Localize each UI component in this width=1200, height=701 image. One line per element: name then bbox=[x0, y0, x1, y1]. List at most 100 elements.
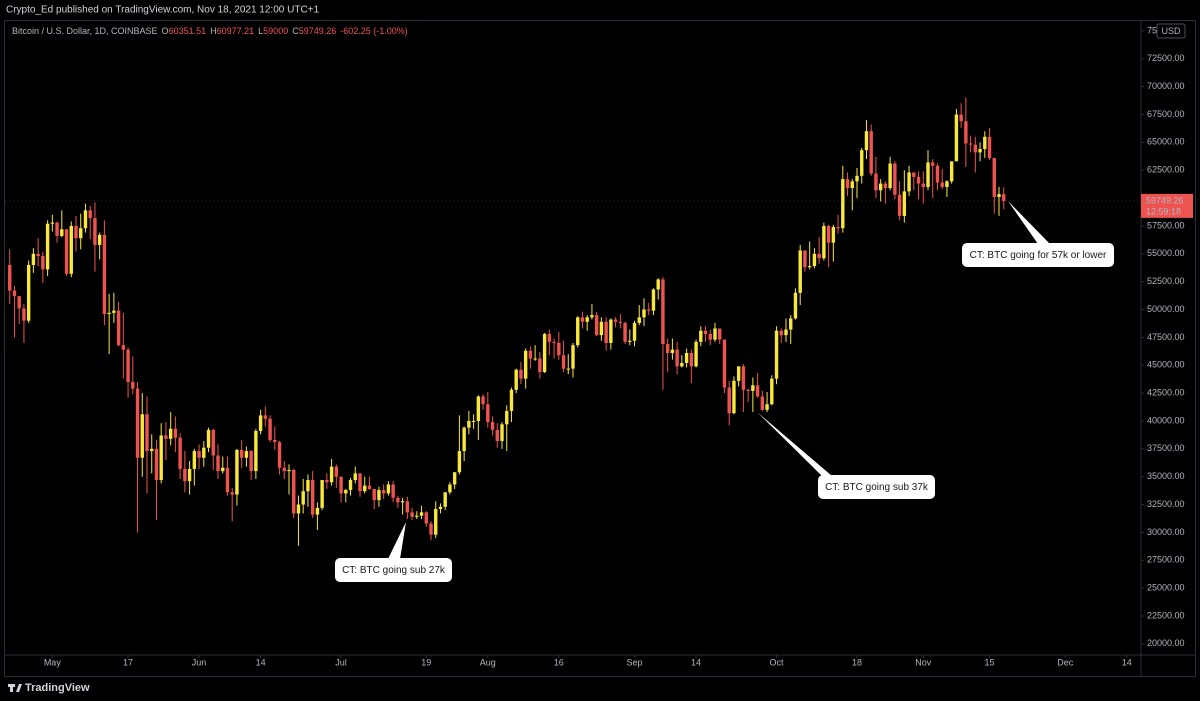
candle-body bbox=[164, 435, 168, 439]
candle-body bbox=[107, 312, 111, 314]
candle-body bbox=[396, 497, 400, 503]
candle-body bbox=[476, 396, 481, 421]
candle-body bbox=[36, 253, 40, 257]
legend: Bitcoin / U.S. Dollar, 1D, COINBASE O6035… bbox=[12, 26, 408, 36]
candle-body bbox=[841, 179, 845, 229]
candle-body bbox=[718, 328, 722, 340]
callout-box bbox=[335, 558, 452, 582]
candle-body bbox=[386, 484, 391, 494]
candle-body bbox=[708, 334, 712, 340]
candle-body bbox=[945, 181, 949, 187]
candle-body bbox=[258, 415, 263, 431]
candle-body bbox=[817, 253, 821, 259]
candle-body bbox=[878, 183, 883, 191]
candle-body bbox=[694, 341, 698, 367]
candle-body bbox=[424, 512, 428, 524]
y-tick-label: 32500.00 bbox=[1147, 499, 1185, 509]
callout-pointer bbox=[757, 412, 832, 476]
candle-body bbox=[665, 344, 670, 353]
candle-body bbox=[983, 136, 987, 150]
candle-body bbox=[230, 492, 234, 495]
candle-body bbox=[344, 490, 348, 494]
y-tick-label: 50000.00 bbox=[1147, 304, 1185, 314]
candle-body bbox=[940, 182, 944, 187]
candle-body bbox=[88, 210, 92, 219]
candle-body bbox=[542, 334, 547, 372]
candle-body bbox=[561, 355, 566, 369]
legend-value: 59749.26 bbox=[299, 26, 337, 36]
candle-body bbox=[353, 473, 357, 481]
candle-body bbox=[860, 150, 864, 176]
y-tick-label: 62500.00 bbox=[1147, 165, 1185, 175]
candle-body bbox=[334, 466, 339, 477]
candle-body bbox=[746, 389, 750, 391]
candle-body bbox=[642, 309, 646, 318]
candle-body bbox=[580, 317, 585, 322]
candle-body bbox=[159, 435, 163, 481]
candle-body bbox=[116, 310, 121, 346]
candle-body bbox=[69, 225, 73, 274]
legend-value: 60351.51 bbox=[169, 26, 207, 36]
candle-body bbox=[699, 330, 703, 342]
candle-body bbox=[225, 467, 230, 493]
candle-body bbox=[637, 317, 641, 323]
candle-body bbox=[8, 264, 12, 291]
y-tick-label: 40000.00 bbox=[1147, 415, 1185, 425]
candle-body bbox=[803, 250, 807, 268]
candle-body bbox=[26, 264, 31, 321]
legend-prefix: O bbox=[162, 26, 169, 36]
candle-body bbox=[168, 428, 173, 439]
candle-body bbox=[874, 173, 878, 191]
callout-text: CT: BTC going for 57k or lower bbox=[970, 250, 1107, 261]
candle-body bbox=[613, 319, 618, 322]
candle-body bbox=[798, 250, 802, 293]
candle-body bbox=[183, 468, 187, 482]
candle-body bbox=[306, 480, 310, 492]
candle-body bbox=[689, 352, 694, 367]
candle-body bbox=[429, 523, 433, 535]
y-tick-label: 67500.00 bbox=[1147, 109, 1185, 119]
candle-body bbox=[585, 317, 589, 322]
candle-body bbox=[576, 317, 580, 346]
candle-body bbox=[538, 358, 542, 372]
legend-prefix: L bbox=[258, 26, 263, 36]
candle-body bbox=[211, 429, 215, 456]
x-tick-label: 14 bbox=[256, 657, 266, 667]
candle-body bbox=[239, 449, 244, 458]
x-tick-label: Oct bbox=[770, 657, 785, 667]
candle-body bbox=[509, 389, 514, 411]
legend-value: 59000 bbox=[263, 26, 288, 36]
candle-body bbox=[287, 470, 291, 472]
y-tick-label: 65000.00 bbox=[1147, 137, 1185, 147]
candle-body bbox=[126, 349, 130, 382]
candle-body bbox=[533, 358, 537, 360]
y-tick-label: 27500.00 bbox=[1147, 555, 1185, 565]
candle-body bbox=[916, 176, 921, 184]
x-tick-label: Jul bbox=[335, 657, 347, 667]
y-tick-label: 52500.00 bbox=[1147, 276, 1185, 286]
candle-body bbox=[514, 369, 518, 390]
candle-body bbox=[902, 191, 907, 216]
x-tick-label: 19 bbox=[421, 657, 431, 667]
candle-body bbox=[329, 466, 334, 483]
candle-body bbox=[74, 225, 78, 239]
candle-body bbox=[741, 366, 746, 390]
legend-title: Bitcoin / U.S. Dollar, 1D, COINBASE bbox=[12, 26, 158, 36]
candle-body bbox=[391, 484, 395, 498]
candle-body bbox=[978, 149, 982, 153]
candle-body bbox=[897, 194, 902, 216]
candle-body bbox=[736, 366, 741, 381]
candle-body bbox=[320, 480, 324, 508]
candle-body bbox=[377, 490, 381, 501]
candle-body bbox=[935, 165, 940, 183]
candle-body bbox=[206, 429, 211, 448]
candle-body bbox=[490, 422, 495, 430]
candle-body bbox=[651, 289, 656, 311]
candle-body bbox=[55, 222, 59, 236]
chart-frame bbox=[4, 20, 1196, 677]
candle-body bbox=[244, 451, 249, 458]
candle-body bbox=[987, 136, 992, 158]
candle-body bbox=[192, 451, 197, 469]
candle-body bbox=[187, 468, 192, 482]
